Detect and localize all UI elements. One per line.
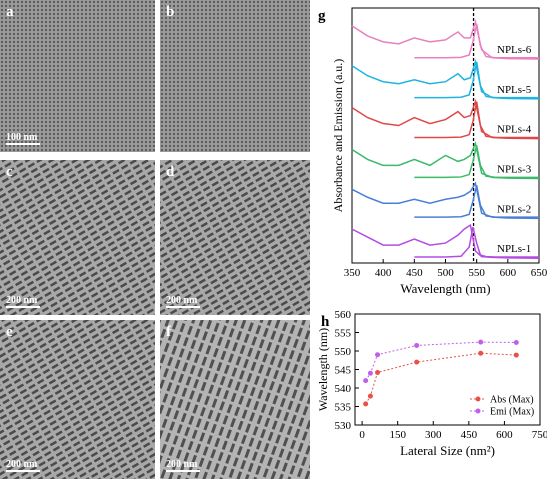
legend-marker — [475, 408, 481, 414]
legend-label: Emi (Max) — [490, 407, 534, 418]
tem-image — [160, 0, 310, 152]
series-line — [365, 352, 517, 405]
point — [513, 339, 519, 345]
scale-bar-label: 200 nm — [166, 459, 198, 470]
legend-label: Abs (Max) — [490, 395, 534, 406]
point — [478, 339, 484, 345]
panel-label: h — [321, 314, 330, 330]
panel-label: d — [166, 164, 175, 180]
x-tick-label: 450 — [406, 267, 423, 279]
curve-label: NPLs-6 — [497, 44, 532, 56]
point — [367, 370, 373, 376]
x-tick-label: 150 — [389, 429, 406, 441]
series-line — [414, 185, 539, 218]
scale-bar-label: 200 nm — [6, 295, 38, 306]
x-tick-label: 450 — [461, 429, 478, 441]
point — [363, 401, 369, 407]
y-tick-label: 560 — [335, 309, 352, 321]
scale-bar-label: 200 nm — [6, 459, 38, 470]
tem-image — [160, 160, 310, 315]
series-line — [414, 61, 539, 99]
panel-label: e — [6, 324, 13, 340]
point — [363, 378, 369, 384]
panel-label: a — [6, 4, 14, 20]
series-line — [414, 101, 539, 139]
tem-image — [160, 320, 310, 479]
point — [478, 350, 484, 356]
x-tick-label: 300 — [425, 429, 442, 441]
panel-label: c — [6, 164, 13, 180]
point — [414, 359, 420, 365]
point — [375, 352, 381, 358]
panel-label: b — [166, 4, 174, 20]
y-axis-title: Wavelength (nm) — [316, 328, 330, 411]
series-line — [351, 58, 540, 100]
tem-image — [0, 160, 155, 315]
y-tick-label: 535 — [335, 402, 352, 414]
x-tick-label: 750 — [532, 429, 547, 441]
y-tick-label: 550 — [335, 346, 352, 358]
series-line — [351, 19, 540, 60]
legend-marker — [475, 396, 481, 402]
y-axis-title: Absorbance and Emission (a.u.) — [331, 59, 345, 213]
curve-label: NPLs-2 — [497, 203, 531, 215]
series-line — [414, 23, 539, 59]
point — [367, 393, 373, 399]
x-tick-label: 500 — [437, 267, 454, 279]
tem-image — [0, 320, 155, 479]
series-line — [414, 145, 539, 179]
panel-label: g — [318, 8, 326, 24]
y-tick-label: 530 — [335, 420, 352, 432]
x-tick-label: 600 — [496, 429, 513, 441]
x-tick-label: 350 — [344, 267, 361, 279]
point — [513, 352, 519, 358]
series-line — [351, 98, 540, 140]
series-line — [365, 341, 517, 381]
curve-label: NPLs-3 — [497, 164, 532, 176]
scale-bar-label: 100 nm — [6, 132, 38, 143]
point — [375, 369, 381, 375]
y-tick-label: 555 — [335, 328, 352, 340]
x-tick-label: 550 — [468, 267, 485, 279]
tem-image — [0, 0, 155, 152]
y-tick-label: 545 — [335, 365, 352, 377]
series-line — [414, 226, 539, 258]
curve-label: NPLs-5 — [497, 84, 532, 96]
x-axis-title: Lateral Size (nm²) — [400, 443, 495, 458]
scale-bar-label: 200 nm — [166, 295, 198, 306]
x-tick-label: 0 — [359, 429, 365, 441]
curve-label: NPLs-4 — [497, 124, 532, 136]
y-tick-label: 540 — [335, 383, 352, 395]
x-axis-title: Wavelength (nm) — [400, 281, 490, 296]
panel-label: f — [166, 324, 172, 340]
curve-label: NPLs-1 — [497, 243, 531, 255]
x-tick-label: 600 — [500, 267, 517, 279]
x-tick-label: 650 — [531, 267, 547, 279]
x-tick-label: 400 — [375, 267, 392, 279]
point — [414, 342, 420, 348]
